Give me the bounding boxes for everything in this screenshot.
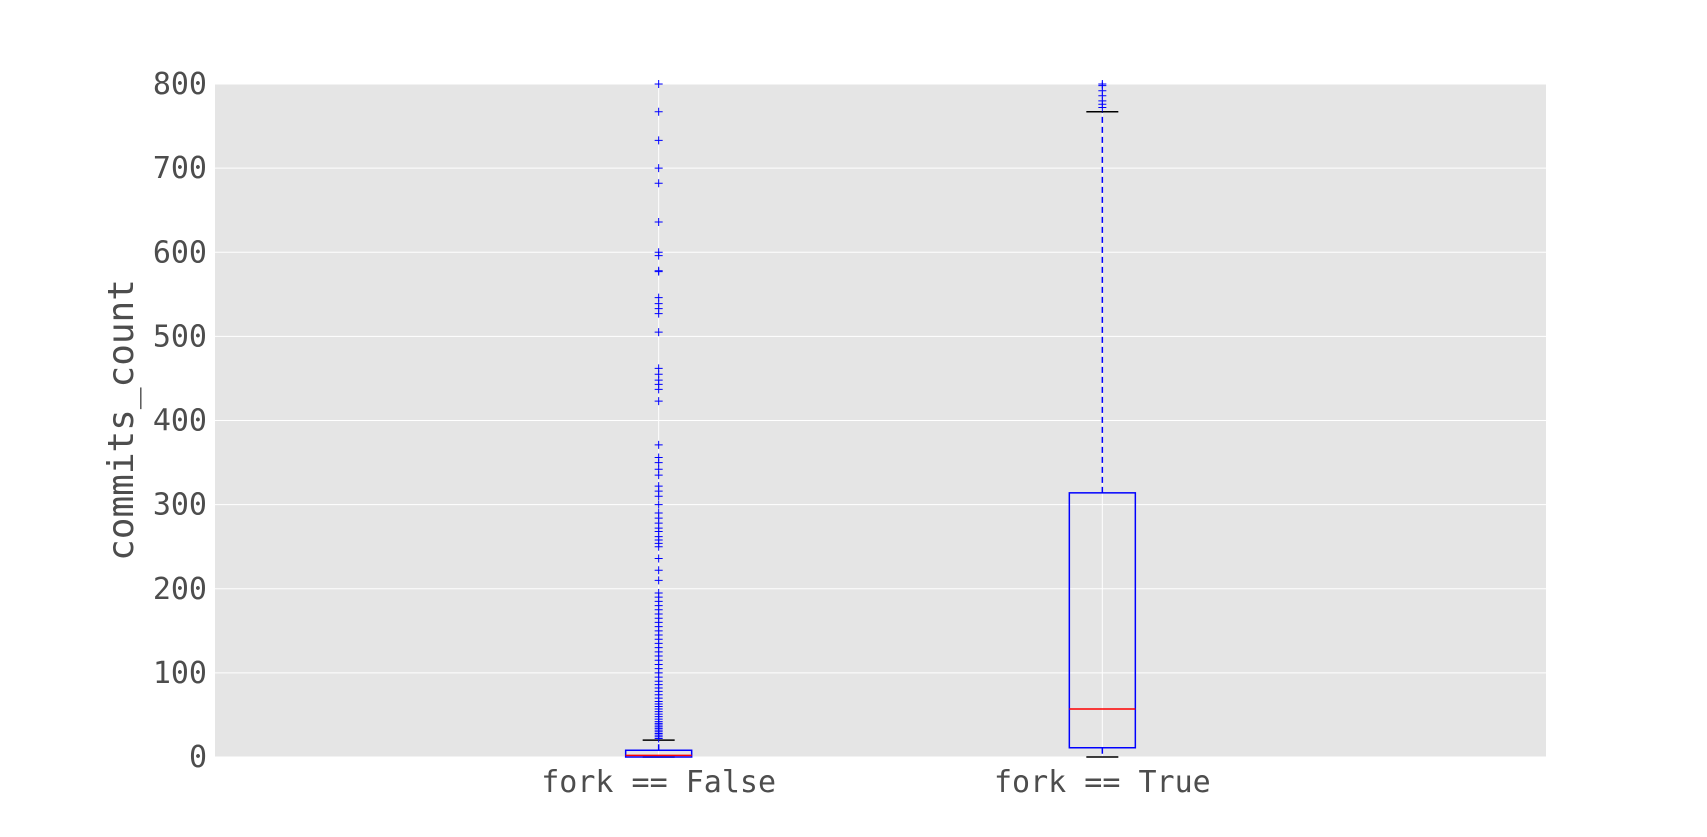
flier-point — [654, 248, 663, 257]
iqr-box — [624, 749, 693, 758]
y-tick-label: 600 — [153, 235, 207, 270]
x-tick-label: fork == False — [541, 765, 776, 800]
y-tick-label: 100 — [153, 656, 207, 691]
flier-point — [654, 566, 663, 575]
box-series — [624, 80, 1137, 758]
flier-point — [654, 80, 663, 88]
y-tick-label: 0 — [189, 740, 207, 775]
y-axis-label: commits_count — [101, 279, 142, 561]
flier-point — [654, 164, 663, 173]
flier-point — [654, 136, 663, 145]
flier-point — [654, 217, 663, 226]
flier-point — [654, 328, 663, 337]
flier-point — [654, 453, 663, 462]
flier-point — [654, 554, 663, 563]
flier-point — [654, 440, 663, 449]
flier-point — [654, 266, 663, 275]
x-tick-label: fork == True — [994, 765, 1211, 800]
flier-point — [654, 576, 663, 585]
flier-point — [654, 293, 663, 302]
flier-point — [654, 364, 663, 373]
flier-point — [654, 397, 663, 406]
flier-point — [654, 588, 663, 597]
y-tick-label: 200 — [153, 572, 207, 607]
flier-point — [654, 179, 663, 188]
y-tick-label: 500 — [153, 319, 207, 354]
y-tick-label: 400 — [153, 404, 207, 439]
flier-point — [654, 509, 663, 518]
flier-point — [1098, 80, 1107, 88]
box-group — [624, 80, 693, 758]
y-tick-label: 700 — [153, 151, 207, 186]
y-tick-labels: 0 100 200 300 400 500 600 700 800 — [153, 67, 207, 775]
box-group — [1068, 80, 1137, 758]
flier-point — [654, 500, 663, 509]
x-tick-labels: fork == False fork == True — [541, 765, 1210, 800]
y-tick-label: 800 — [153, 67, 207, 102]
flier-point — [654, 465, 663, 474]
flier-point — [654, 107, 663, 116]
iqr-box — [1068, 492, 1137, 749]
flier-point — [654, 482, 663, 491]
y-tick-label: 300 — [153, 488, 207, 523]
